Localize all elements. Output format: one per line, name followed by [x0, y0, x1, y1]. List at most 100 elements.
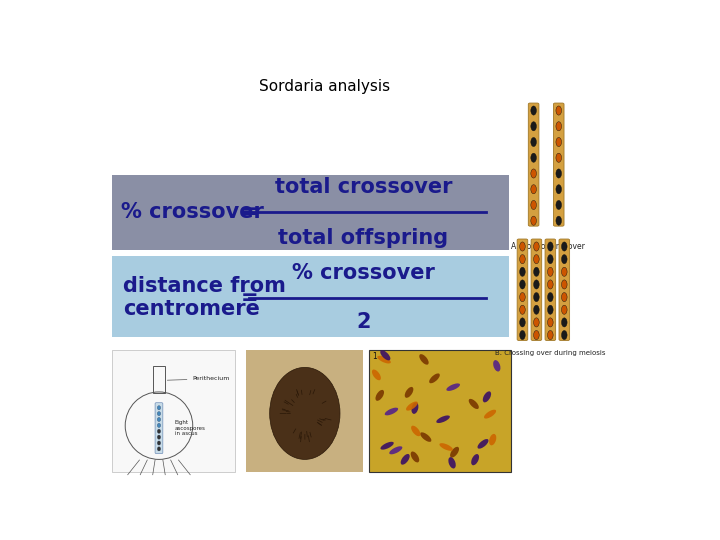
Ellipse shape [157, 406, 161, 410]
FancyBboxPatch shape [559, 239, 570, 341]
Ellipse shape [562, 267, 567, 276]
Ellipse shape [531, 216, 536, 225]
Ellipse shape [547, 318, 553, 327]
Ellipse shape [429, 374, 440, 383]
Ellipse shape [375, 390, 384, 401]
Ellipse shape [405, 387, 413, 398]
Text: centromere: centromere [124, 299, 261, 319]
Ellipse shape [531, 185, 536, 194]
Ellipse shape [556, 153, 562, 163]
Ellipse shape [372, 369, 381, 380]
Ellipse shape [439, 443, 453, 451]
Ellipse shape [520, 242, 526, 251]
Ellipse shape [411, 402, 418, 414]
Ellipse shape [547, 293, 553, 302]
Ellipse shape [520, 280, 526, 289]
Ellipse shape [547, 267, 553, 276]
Ellipse shape [556, 216, 562, 225]
Ellipse shape [493, 360, 500, 372]
Ellipse shape [534, 280, 539, 289]
Ellipse shape [157, 447, 161, 451]
Ellipse shape [520, 254, 526, 264]
Ellipse shape [377, 356, 391, 363]
Ellipse shape [520, 267, 526, 276]
Ellipse shape [406, 402, 418, 410]
Ellipse shape [534, 254, 539, 264]
Ellipse shape [520, 293, 526, 302]
Ellipse shape [484, 410, 496, 418]
Ellipse shape [556, 200, 562, 210]
Text: distance from: distance from [124, 276, 287, 296]
Ellipse shape [471, 454, 479, 465]
Ellipse shape [562, 293, 567, 302]
Ellipse shape [556, 138, 562, 146]
Ellipse shape [531, 169, 536, 178]
Bar [112, 175, 508, 250]
Bar [112, 349, 235, 472]
Ellipse shape [534, 242, 539, 251]
Ellipse shape [410, 451, 419, 462]
Ellipse shape [157, 441, 161, 445]
Ellipse shape [547, 242, 553, 251]
Text: % crossover: % crossover [121, 202, 264, 222]
Ellipse shape [384, 408, 398, 415]
Ellipse shape [157, 429, 161, 433]
Bar [246, 349, 364, 472]
Ellipse shape [489, 434, 496, 445]
Bar [369, 349, 511, 472]
Ellipse shape [520, 330, 526, 340]
Ellipse shape [556, 169, 562, 178]
Ellipse shape [157, 435, 161, 439]
Ellipse shape [419, 354, 428, 364]
Ellipse shape [531, 153, 536, 163]
Ellipse shape [420, 433, 431, 442]
FancyBboxPatch shape [554, 103, 564, 226]
Bar [112, 256, 508, 337]
Text: Perithecium: Perithecium [167, 376, 230, 381]
Text: total offspring: total offspring [279, 228, 449, 248]
FancyBboxPatch shape [155, 403, 163, 454]
Ellipse shape [547, 280, 553, 289]
Ellipse shape [411, 426, 420, 436]
Ellipse shape [449, 457, 456, 469]
Ellipse shape [562, 305, 567, 314]
FancyBboxPatch shape [545, 239, 556, 341]
Ellipse shape [157, 411, 161, 416]
Ellipse shape [390, 446, 402, 454]
Ellipse shape [556, 122, 562, 131]
Ellipse shape [556, 106, 562, 115]
Text: Sordaria analysis: Sordaria analysis [258, 79, 390, 94]
Text: % crossover: % crossover [292, 263, 435, 283]
FancyBboxPatch shape [531, 239, 541, 341]
Ellipse shape [401, 454, 410, 465]
Ellipse shape [531, 122, 536, 131]
Ellipse shape [380, 442, 394, 450]
Ellipse shape [157, 423, 161, 428]
Ellipse shape [531, 106, 536, 115]
Text: 2: 2 [356, 312, 371, 332]
Ellipse shape [562, 330, 567, 340]
Ellipse shape [450, 447, 459, 457]
Ellipse shape [469, 399, 479, 409]
Text: Eight
ascospores
in ascus: Eight ascospores in ascus [174, 420, 205, 436]
Ellipse shape [547, 330, 553, 340]
Ellipse shape [534, 293, 539, 302]
Ellipse shape [520, 305, 526, 314]
Ellipse shape [520, 318, 526, 327]
Text: total crossover: total crossover [274, 177, 452, 197]
Ellipse shape [270, 367, 340, 460]
Ellipse shape [547, 305, 553, 314]
Text: =: = [240, 202, 258, 222]
Ellipse shape [436, 415, 450, 423]
Ellipse shape [562, 254, 567, 264]
Ellipse shape [562, 280, 567, 289]
Ellipse shape [380, 350, 390, 360]
Text: A. No crossing over: A. No crossing over [510, 241, 585, 251]
Ellipse shape [556, 185, 562, 194]
Ellipse shape [531, 200, 536, 210]
Ellipse shape [534, 318, 539, 327]
Text: 1: 1 [372, 352, 377, 361]
FancyBboxPatch shape [528, 103, 539, 226]
Ellipse shape [446, 383, 460, 391]
Text: B. Crossing over during meiosis: B. Crossing over during meiosis [495, 349, 606, 356]
